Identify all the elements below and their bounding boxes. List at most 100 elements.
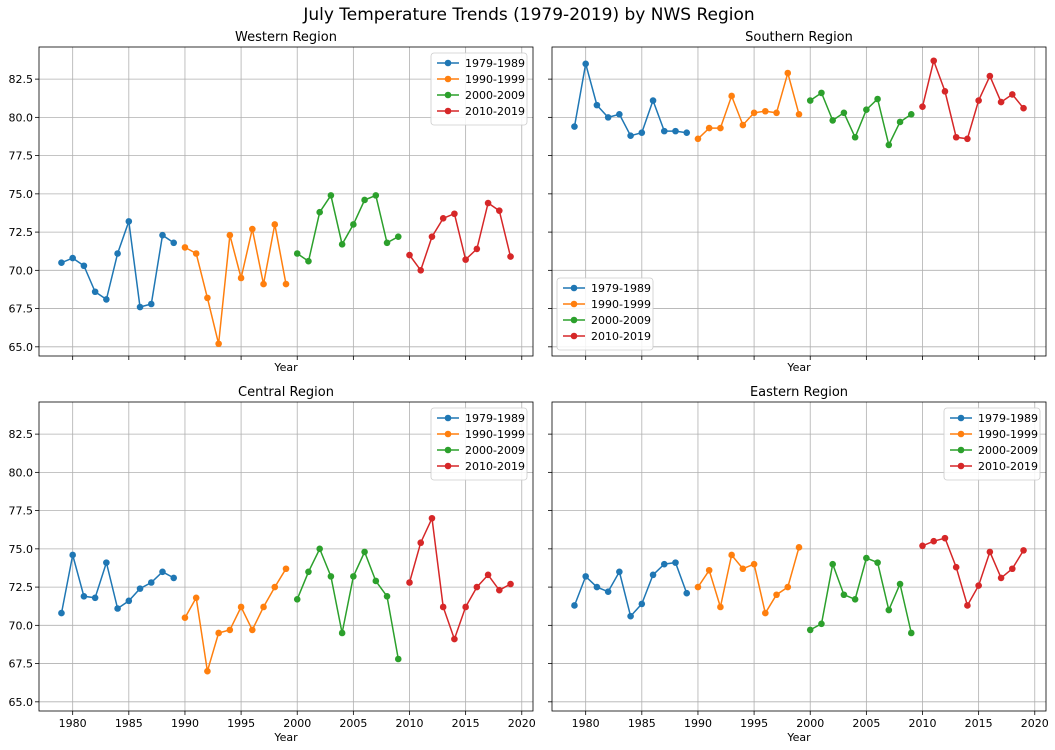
data-point	[192, 594, 200, 602]
data-point	[293, 250, 301, 257]
data-point	[627, 132, 634, 140]
data-point	[170, 239, 178, 247]
data-point	[627, 612, 634, 620]
legend: 1979-1989 1990-1999 2000-2009 2010-2019	[430, 52, 528, 126]
series-1979-1989	[58, 551, 178, 617]
data-point	[1009, 91, 1016, 98]
legend-label: 2010-2019	[978, 460, 1038, 473]
x-tick-label: 1985	[115, 717, 143, 730]
data-point	[260, 603, 267, 611]
data-point	[582, 60, 589, 68]
y-tick-label: 72.5	[9, 581, 34, 594]
data-point	[683, 129, 691, 136]
legend-swatch-marker	[444, 107, 452, 115]
data-point	[237, 274, 245, 282]
data-point	[750, 109, 758, 117]
plot-frame	[38, 401, 534, 712]
legend-item: 1979-1989	[437, 412, 525, 425]
y-tick-label: 72.5	[9, 226, 34, 239]
plot-frame	[38, 46, 534, 357]
data-point	[260, 280, 267, 288]
data-point	[361, 196, 368, 204]
series-1979-1989	[571, 559, 691, 620]
data-point	[237, 603, 245, 611]
data-point	[604, 588, 612, 595]
data-point	[784, 69, 792, 77]
data-point	[616, 568, 623, 576]
data-point	[571, 602, 578, 609]
data-point	[249, 626, 256, 634]
data-point	[593, 101, 601, 109]
western-region-title: Western Region	[235, 30, 337, 45]
data-point	[192, 250, 200, 257]
series-line	[184, 568, 287, 672]
legend: 1979-1989 1990-1999 2000-2009 2010-2019	[943, 407, 1041, 481]
data-point	[394, 655, 402, 663]
data-point	[338, 241, 346, 248]
data-point	[840, 109, 848, 117]
data-point	[473, 583, 481, 591]
data-point	[249, 225, 256, 233]
x-tick-label: 2000	[796, 717, 824, 730]
data-point	[383, 239, 391, 247]
data-point	[840, 591, 848, 599]
data-point	[829, 560, 836, 568]
data-point	[750, 560, 758, 568]
data-point	[316, 208, 323, 216]
y-tick-label: 65.0	[9, 696, 34, 709]
southern-region-title: Southern Region	[745, 30, 853, 45]
data-point	[739, 121, 747, 129]
data-point	[439, 215, 447, 222]
data-point	[327, 192, 335, 199]
data-point	[327, 573, 335, 580]
data-point	[851, 596, 859, 603]
data-point	[930, 57, 938, 65]
data-point	[428, 233, 436, 240]
data-point	[582, 573, 589, 580]
x-tick-label: 2010	[909, 717, 937, 730]
data-point	[338, 629, 346, 637]
data-point	[507, 253, 514, 260]
data-point	[952, 133, 960, 141]
legend-swatch-marker	[444, 75, 452, 83]
data-point	[181, 244, 189, 251]
legend-swatch-marker	[957, 414, 965, 422]
legend-swatch-marker	[957, 462, 965, 470]
legend-swatch-marker	[957, 446, 965, 454]
data-point	[784, 583, 792, 591]
series-line	[184, 224, 287, 344]
series-2000-2009	[293, 192, 402, 265]
data-point	[1020, 547, 1027, 554]
legend-label: 1979-1989	[978, 412, 1038, 425]
data-point	[851, 133, 859, 141]
data-point	[907, 111, 915, 118]
data-point	[114, 250, 121, 257]
data-point	[997, 98, 1005, 106]
series-line	[697, 547, 800, 616]
data-point	[571, 123, 578, 130]
legend-label: 1979-1989	[465, 412, 525, 425]
data-point	[717, 603, 724, 611]
data-point	[952, 563, 960, 571]
y-tick-label: 82.5	[9, 428, 34, 441]
legend: 1979-1989 1990-1999 2000-2009 2010-2019	[556, 277, 654, 351]
figure-title: July Temperature Trends (1979-2019) by N…	[302, 5, 754, 25]
data-point	[484, 571, 492, 579]
series-1990-1999	[181, 565, 290, 675]
x-tick-label: 2020	[508, 717, 536, 730]
data-point	[773, 109, 780, 117]
data-point	[372, 192, 380, 199]
x-tick-label: 2020	[1021, 717, 1049, 730]
data-point	[473, 245, 481, 253]
data-point	[58, 609, 65, 617]
legend-label: 2010-2019	[591, 330, 651, 343]
x-tick-label: 1995	[740, 717, 768, 730]
data-point	[762, 609, 769, 617]
data-point	[705, 566, 713, 574]
data-point	[69, 551, 76, 559]
y-tick-label: 77.5	[9, 505, 34, 518]
data-point	[975, 582, 982, 589]
series-1990-1999	[694, 69, 803, 143]
series-2000-2009	[293, 545, 402, 663]
y-tick-label: 75.0	[9, 188, 34, 201]
